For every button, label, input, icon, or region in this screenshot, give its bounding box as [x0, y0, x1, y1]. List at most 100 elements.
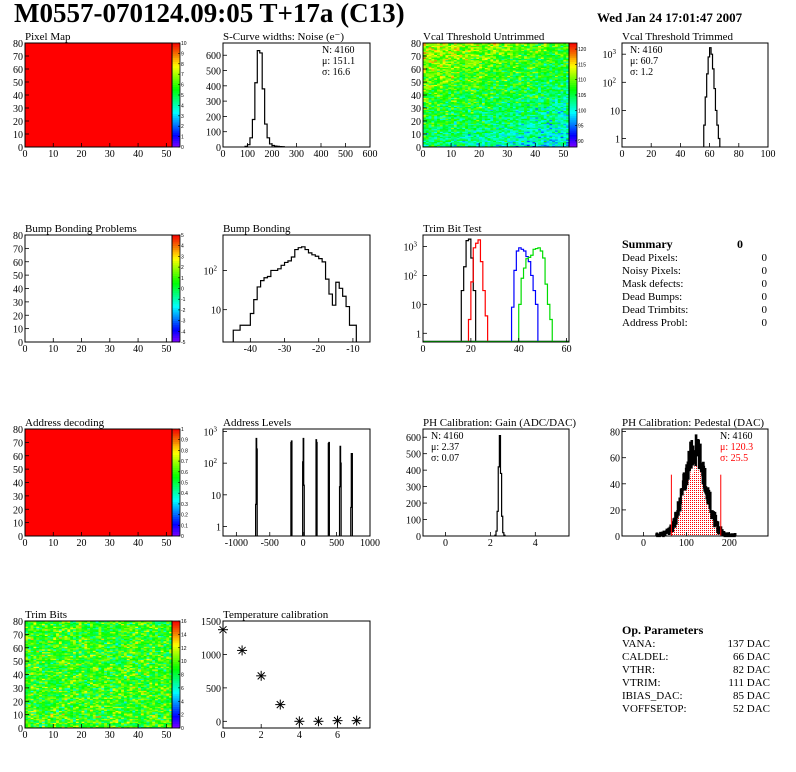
heatmap-cell: [515, 124, 519, 127]
heatmap-cell: [554, 96, 559, 98]
heatmap-cell: [566, 59, 570, 62]
heatmap-cell: [479, 141, 483, 144]
heatmap-cell: [437, 143, 441, 145]
heatmap-cell: [554, 136, 559, 139]
palette-cell: [172, 335, 180, 339]
heatmap-cell: [512, 75, 516, 78]
heatmap-cell: [524, 135, 528, 137]
heatmap-cell: [473, 128, 477, 131]
heatmap-cell: [498, 100, 502, 102]
heatmap-cell: [540, 104, 545, 106]
heatmap-cell: [456, 43, 460, 45]
heatmap-cell: [554, 46, 559, 49]
heatmap-cell: [30, 687, 34, 690]
heatmap-cell: [25, 719, 29, 722]
heatmap-cell: [498, 128, 502, 131]
heatmap-cell: [546, 114, 550, 117]
heatmap-cell: [25, 659, 29, 662]
heatmap-cell: [27, 623, 31, 626]
heatmap-cell: [25, 677, 29, 679]
heatmap-cell: [445, 100, 449, 102]
heatmap-cell: [470, 108, 474, 110]
heatmap-cell: [524, 74, 528, 76]
heatmap-cell: [431, 109, 435, 111]
heatmap-cell: [467, 101, 472, 104]
heatmap-cell: [507, 76, 511, 79]
heatmap-cell: [498, 109, 502, 111]
heatmap-cell: [521, 56, 525, 58]
heatmap-cell: [496, 134, 500, 136]
palette-tick-label: 90: [578, 139, 584, 145]
heatmap-cell: [512, 53, 516, 55]
heatmap-cell: [476, 123, 480, 126]
heatmap-cell: [543, 96, 547, 98]
heatmap-cell: [518, 121, 522, 123]
heatmap-cell: [431, 126, 435, 128]
heatmap-cell: [526, 54, 530, 57]
heatmap-cell: [465, 132, 469, 135]
heatmap-cell: [549, 93, 553, 96]
heatmap-cell: [451, 46, 455, 49]
heatmap-cell: [507, 59, 511, 62]
heatmap-cell: [456, 137, 460, 140]
heatmap-cell: [529, 131, 533, 133]
heatmap-cell: [479, 61, 483, 63]
heatmap-cell: [425, 102, 429, 105]
heatmap-cell: [549, 45, 553, 48]
heatmap-cell: [540, 143, 545, 145]
heatmap-cell: [546, 80, 550, 83]
heatmap-cell: [549, 46, 553, 49]
heatmap-cell: [456, 80, 460, 83]
heatmap-cell: [470, 56, 474, 58]
heatmap-cell: [540, 89, 545, 92]
heatmap-cell: [496, 115, 500, 118]
heatmap-cell: [498, 96, 502, 98]
heatmap-cell: [493, 98, 497, 101]
heatmap-cell: [521, 78, 525, 80]
heatmap-cell: [563, 130, 567, 132]
heatmap-cell: [529, 53, 533, 55]
heatmap-cell: [490, 126, 494, 128]
heatmap-cell: [535, 117, 539, 119]
heatmap-cell: [552, 67, 556, 70]
heatmap-cell: [442, 65, 446, 67]
heatmap-cell: [459, 143, 463, 145]
heatmap-cell: [462, 61, 466, 63]
heatmap-cell: [552, 141, 556, 144]
heatmap-cell: [540, 131, 545, 133]
heatmap-cell: [490, 48, 494, 50]
heatmap-cell: [25, 698, 29, 701]
heatmap-cell: [535, 78, 539, 80]
heatmap-cell: [442, 75, 446, 78]
heatmap-cell: [521, 123, 525, 126]
heatmap-cell: [540, 95, 545, 97]
heatmap-cell: [554, 57, 559, 59]
heatmap-cell: [462, 74, 466, 76]
heatmap-cell: [448, 141, 452, 144]
heatmap-cell: [25, 655, 29, 658]
heatmap-cell: [540, 135, 545, 137]
heatmap-cell: [566, 89, 570, 92]
heatmap-cell: [549, 127, 553, 130]
heatmap-cell: [566, 134, 570, 136]
heatmap-cell: [462, 59, 466, 62]
heatmap-cell: [25, 675, 29, 678]
heatmap-cell: [498, 45, 502, 48]
heatmap-cell: [462, 50, 466, 53]
heatmap-cell: [549, 67, 553, 70]
heatmap-cell: [504, 78, 508, 80]
heatmap-cell: [557, 118, 561, 120]
heatmap-cell: [442, 50, 446, 53]
heatmap-cell: [560, 121, 564, 123]
heatmap-cell: [465, 52, 469, 54]
heatmap-cell: [563, 43, 567, 45]
heatmap-cell: [473, 83, 477, 85]
heatmap-cell: [481, 45, 486, 48]
heatmap-cell: [27, 697, 31, 699]
heatmap-cell: [423, 106, 427, 109]
heatmap-cell: [493, 139, 497, 141]
heatmap-cell: [504, 134, 508, 136]
heatmap-cell: [467, 102, 472, 105]
heatmap-cell: [453, 48, 457, 50]
heatmap-cell: [504, 79, 508, 81]
